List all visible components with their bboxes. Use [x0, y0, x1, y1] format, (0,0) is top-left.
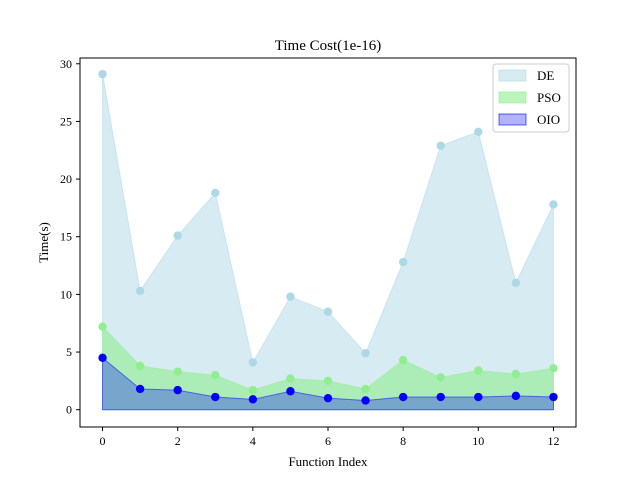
legend-swatch-de	[498, 69, 527, 82]
de-area	[102, 74, 554, 411]
y-tick-label: 25	[60, 114, 72, 128]
y-tick-label: 10	[60, 287, 72, 301]
pso-area	[102, 325, 554, 411]
legend-swatch-pso	[498, 91, 527, 104]
y-tick-label: 15	[60, 230, 72, 244]
legend-label-oio: OIO	[537, 112, 560, 127]
oio-point	[511, 391, 521, 401]
oio-point	[211, 392, 220, 402]
oio-point	[248, 395, 258, 404]
de-point	[511, 278, 521, 288]
oio-point	[173, 385, 182, 395]
de-point	[98, 69, 107, 79]
x-axis: 0 2 4 6 8 10 12	[100, 427, 559, 448]
x-tick-label: 10	[472, 434, 484, 448]
oio-point	[323, 393, 333, 403]
pso-point	[135, 361, 145, 371]
x-tick-label: 0	[100, 434, 106, 448]
pso-point	[173, 367, 182, 376]
legend-label-pso: PSO	[537, 90, 561, 105]
pso-point	[398, 355, 408, 365]
de-point	[474, 127, 483, 136]
pso-point	[511, 369, 521, 379]
de-point	[361, 349, 370, 358]
de-point	[135, 286, 145, 296]
pso-point	[323, 376, 333, 386]
oio-point	[436, 392, 445, 402]
de-point	[323, 307, 333, 316]
pso-point	[549, 363, 558, 373]
oio-point	[361, 396, 370, 405]
x-tick-label: 4	[250, 434, 256, 448]
de-point	[173, 231, 182, 240]
series-layer	[98, 69, 558, 411]
x-tick-label: 2	[175, 434, 181, 448]
x-axis-label: Function Index	[288, 454, 368, 469]
oio-point	[135, 384, 145, 394]
pso-point	[361, 384, 370, 394]
de-point	[248, 358, 258, 367]
y-tick-label: 30	[60, 57, 72, 71]
oio-point	[398, 392, 408, 402]
y-tick-label: 0	[66, 403, 72, 417]
pso-point	[98, 322, 107, 331]
chart-title: Time Cost(1e-16)	[275, 38, 382, 54]
pso-point	[474, 366, 483, 375]
de-point	[398, 257, 408, 267]
oio-point	[98, 353, 107, 363]
y-axis: 0 5 10 15 20 25 30	[60, 57, 80, 417]
pso-point	[248, 385, 258, 395]
oio-point	[549, 392, 558, 402]
legend-label-de: DE	[537, 68, 554, 83]
y-tick-label: 20	[60, 172, 72, 186]
pso-point	[211, 370, 220, 380]
x-tick-label: 6	[325, 434, 331, 448]
x-tick-label: 8	[400, 434, 406, 448]
pso-point	[436, 373, 445, 382]
legend-swatch-oio	[498, 113, 527, 126]
de-point	[549, 200, 558, 209]
y-tick-label: 5	[66, 345, 72, 359]
y-axis-label: Time(s)	[36, 222, 51, 263]
oio-point	[474, 392, 483, 402]
de-point	[286, 292, 295, 301]
de-point	[436, 141, 445, 150]
x-tick-label: 12	[547, 434, 559, 448]
legend: DE PSO OIO	[492, 63, 570, 133]
oio-point	[286, 387, 295, 396]
de-point	[211, 188, 220, 198]
pso-point	[286, 374, 295, 383]
